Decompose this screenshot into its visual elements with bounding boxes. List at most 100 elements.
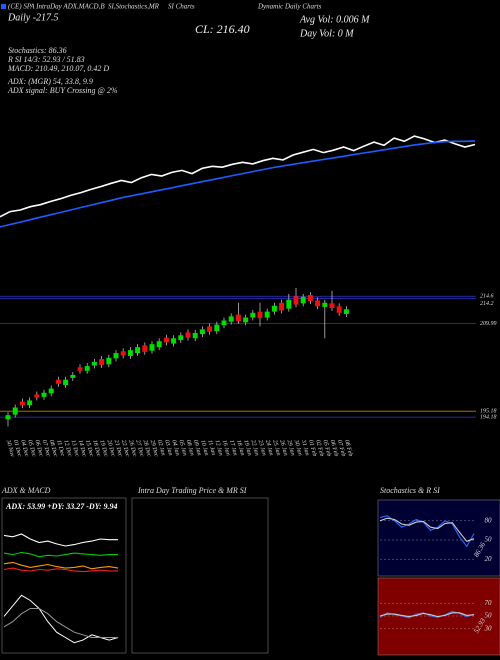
x-tick-label: 05 Dec — [26, 439, 36, 457]
avg-vol: Avg Vol: 0.006 M — [299, 14, 370, 25]
header-tag: SI Charts — [168, 3, 195, 11]
x-tick-label: 08 Dec — [48, 439, 58, 457]
x-tick-label: 15 Dec — [84, 439, 94, 457]
series-line — [3, 533, 118, 547]
x-tick-label: 22 Dec — [120, 439, 130, 457]
candle-body — [19, 401, 25, 406]
panel-title: ADX & MACD — [1, 486, 51, 495]
candle-body — [178, 335, 184, 341]
candle-body — [70, 374, 76, 378]
x-tick-label: 20 Dec — [106, 439, 116, 457]
x-tick-label: 07 Dec — [41, 439, 51, 457]
series-line — [3, 608, 118, 638]
series-line — [3, 567, 118, 573]
candle-body — [163, 337, 169, 343]
x-tick-label: 22 Jan — [250, 439, 260, 456]
panel-title: Stochastics & R SI — [380, 486, 440, 495]
candle-body — [5, 415, 11, 420]
candle-body — [343, 309, 349, 314]
x-tick-label: 06 Dec — [34, 439, 44, 457]
x-tick-label: 06 Feb — [329, 439, 339, 457]
candle-body — [120, 351, 126, 356]
candle-body — [34, 394, 40, 398]
indicator: MACD: 210.49, 210.07, 0.42 D — [7, 64, 109, 73]
x-tick-label: 11 Dec — [55, 439, 65, 457]
icon — [1, 4, 6, 9]
x-tick-label: 04 Jan — [170, 439, 181, 456]
indicator: R SI 14/3: 52.93 / 51.83 — [7, 55, 85, 64]
x-tick-label: 29 Jan — [286, 439, 296, 456]
candle-body — [113, 353, 119, 359]
x-tick-label: 31 Jan — [300, 438, 310, 456]
candle-body — [307, 295, 313, 301]
candle-body — [185, 332, 191, 338]
x-tick-label: 16 Jan — [221, 439, 231, 456]
candle-body — [171, 338, 177, 344]
candle-body — [279, 302, 285, 311]
y-tick-label: 80 — [485, 516, 493, 524]
candle-body — [271, 305, 277, 312]
x-tick-label: 30 Nov — [4, 438, 15, 457]
series-line — [0, 140, 476, 228]
x-tick-label: 12 Jan — [214, 439, 224, 456]
level-label: 194.18 — [480, 413, 497, 420]
x-tick-label: 10 Jan — [199, 439, 209, 456]
x-tick-label: 17 Jan — [228, 439, 238, 456]
candle-body — [300, 296, 306, 304]
y-tick-label: 70 — [485, 599, 493, 607]
x-tick-label: 02 Feb — [314, 439, 324, 457]
series-line — [3, 561, 119, 570]
candle-body — [12, 407, 18, 415]
close: CL: 216.40 — [195, 22, 250, 36]
y-tick-label: 30 — [484, 624, 493, 632]
x-tick-label: 24 Jan — [264, 439, 275, 456]
level-label: 195.18 — [480, 409, 497, 415]
header-tag: SI,Stochastics,MR — [108, 3, 160, 11]
candle-body — [84, 366, 90, 371]
candle-body — [207, 326, 213, 332]
candle-body — [156, 341, 162, 348]
series-line — [0, 135, 476, 218]
candle-body — [257, 311, 263, 319]
candle-body — [329, 303, 335, 309]
x-tick-label: 09 Jan — [192, 439, 202, 456]
candle-body — [135, 347, 141, 354]
x-tick-label: 11 Jan — [206, 439, 216, 456]
candle-body — [63, 379, 69, 386]
x-tick-label: 21 Dec — [113, 439, 123, 457]
y-tick-label: 50 — [485, 612, 493, 620]
candle-body — [199, 329, 205, 335]
daily: Daily -217.5 — [7, 12, 59, 23]
header-tag: (CE) SPA IntraDay ADX,MACD,B — [8, 3, 105, 11]
candle-body — [214, 324, 220, 332]
level-label: 214.2 — [480, 300, 494, 307]
x-tick-label: 12 Dec — [62, 439, 72, 457]
x-tick-label: 29 Dec — [149, 439, 159, 457]
candle-body — [99, 358, 105, 365]
candle-body — [77, 367, 83, 371]
indicator: Stochastics: 86.36 — [8, 46, 67, 55]
x-tick-label: 26 Jan — [278, 439, 288, 456]
candle-body — [264, 311, 270, 318]
candle-body — [27, 400, 33, 406]
annotation: ADX: 53.99 +DY: 33.27 -DY: 9.94 — [5, 502, 118, 511]
x-tick-label: 07 Feb — [336, 439, 346, 457]
candle-body — [250, 312, 256, 318]
series-line — [379, 517, 475, 542]
candle-body — [228, 316, 234, 322]
candle-body — [293, 296, 299, 305]
x-tick-label: 30 Jan — [292, 438, 302, 456]
series-line — [379, 515, 475, 548]
x-tick-label: 23 Jan — [257, 439, 267, 456]
x-tick-label: 01 Dec — [12, 439, 22, 457]
level-label: 209.99 — [480, 321, 497, 327]
x-tick-label: 18 Jan — [235, 439, 245, 456]
candle-body — [149, 344, 155, 351]
x-tick-label: 26 Dec — [127, 439, 137, 457]
x-tick-label: 01 Feb — [307, 439, 317, 457]
day-vol: Day Vol: 0 M — [299, 28, 354, 39]
candle-body — [221, 320, 227, 326]
x-tick-label: 14 Dec — [77, 439, 88, 458]
candle-body — [127, 350, 133, 357]
x-tick-label: 03 Jan — [163, 439, 173, 456]
